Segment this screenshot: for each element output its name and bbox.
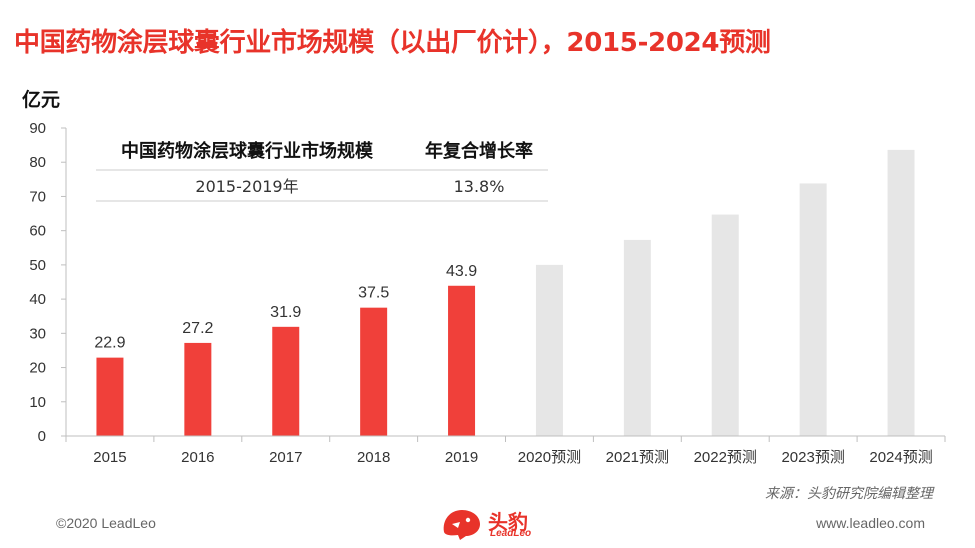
- x-tick-label: 2018: [357, 449, 390, 466]
- x-tick-label: 2019: [445, 449, 478, 466]
- y-tick-label: 90: [29, 120, 46, 137]
- bar-2020预测: [535, 264, 563, 436]
- cagr-header-left: 中国药物涂层球囊行业市场规模: [121, 140, 374, 162]
- bar-2016: [184, 342, 212, 436]
- x-tick-label: 2016: [181, 449, 214, 466]
- cagr-header-right: 年复合增长率: [425, 140, 533, 162]
- bar-2018: [360, 307, 388, 436]
- bar-2024预测: [887, 149, 915, 436]
- y-tick-label: 70: [29, 188, 46, 205]
- y-tick-label: 20: [29, 360, 46, 377]
- copyright: ©2020 LeadLeo: [56, 515, 156, 531]
- x-tick-label: 2022预测: [694, 449, 757, 466]
- logo-subtext: LeadLeo: [490, 528, 532, 539]
- source-note: 来源：头豹研究院编辑整理: [765, 486, 933, 502]
- y-tick-label: 0: [38, 428, 46, 445]
- leopard-logo-icon: [443, 510, 480, 540]
- y-tick-label: 40: [29, 291, 46, 308]
- x-tick-label: 2020预测: [518, 449, 581, 466]
- y-tick-label: 30: [29, 325, 46, 342]
- cagr-rate: 13.8%: [454, 177, 505, 196]
- data-label-2019: 43.9: [446, 263, 477, 280]
- x-tick-label: 2023预测: [781, 449, 844, 466]
- website: www.leadleo.com: [816, 515, 925, 531]
- y-tick-label: 10: [29, 394, 46, 411]
- cagr-period: 2015-2019年: [195, 177, 298, 196]
- data-label-2018: 37.5: [358, 285, 389, 302]
- logo-text: 头豹: [488, 510, 528, 534]
- bar-2015: [96, 357, 124, 436]
- leadleo-logo: 头豹 LeadLeo: [438, 502, 548, 542]
- bar-2021预测: [623, 239, 651, 436]
- x-tick-label: 2024预测: [869, 449, 932, 466]
- bars: 22.9 27.2 31.9 37.5 43.9: [94, 149, 915, 436]
- data-label-2015: 22.9: [94, 335, 125, 352]
- x-tick-label: 2021预测: [606, 449, 669, 466]
- x-axis: 2015 2016 2017 2018 2019 2020预测 2021预测 2022预测 20…: [65, 435, 946, 466]
- cagr-table: 中国药物涂层球囊行业市场规模 年复合增长率 2015-2019年 13.8%: [96, 140, 548, 202]
- x-tick-label: 2015: [93, 449, 126, 466]
- data-label-2017: 31.9: [270, 304, 301, 321]
- y-tick-label: 50: [29, 257, 46, 274]
- x-tick-label: 2017: [269, 449, 302, 466]
- y-tick-label: 80: [29, 154, 46, 171]
- data-label-2016: 27.2: [182, 320, 213, 337]
- y-tick-label: 60: [29, 223, 46, 240]
- page-title: 中国药物涂层球囊行业市场规模（以出厂价计），2015-2024预测: [14, 28, 771, 58]
- bar-2022预测: [711, 214, 739, 436]
- bar-2023预测: [799, 183, 827, 436]
- y-axis: 0 10 20 30 40 50 60 70 80 90: [29, 120, 67, 445]
- y-axis-unit: 亿元: [22, 89, 61, 111]
- bar-2017: [272, 326, 300, 436]
- bar-2019: [448, 285, 476, 436]
